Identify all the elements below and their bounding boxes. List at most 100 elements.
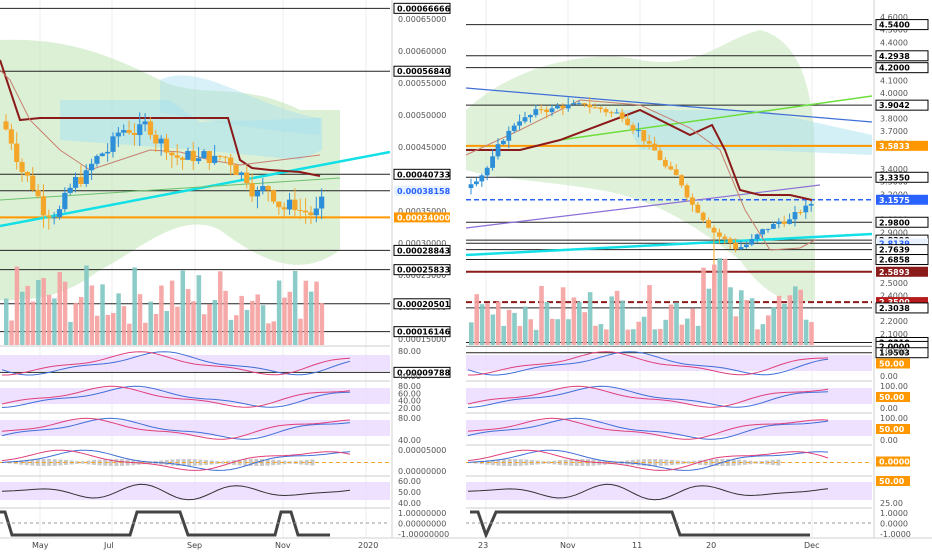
price-label-box-left [394,185,450,196]
candle-body-left [78,177,84,184]
volume-bar-right [560,287,566,345]
candle-body-right [501,140,506,145]
volume-bar-left [78,296,84,345]
volume-bar-left [319,303,325,345]
candle-body-left [244,172,250,184]
macd-histogram-bar [304,459,309,466]
volume-bar-left [57,272,62,345]
volume-bar-right [474,294,479,345]
candle-body-left [313,208,319,216]
volume-bar-left [308,291,314,345]
candle-body-left [297,210,303,212]
candle-body-right [798,212,803,214]
time-tick-left: 2020 [358,541,378,550]
candle-body-right [754,234,760,240]
macd-histogram-bar [664,459,669,466]
candle-body-right [555,105,560,109]
volume-bar-left [20,291,25,345]
volume-bar-left [201,314,207,345]
candle-body-left [147,121,154,135]
volume-bar-left [185,289,191,345]
volume-bar-left [41,278,46,345]
indicator-tick-left: 50.00 [398,488,421,497]
time-tick-right: 11 [632,541,642,550]
price-tick-right: 2.1000 [880,330,908,339]
candle-body-right [690,197,695,205]
indicator-tick-right: -1.0000 [880,530,911,539]
price-label-box-left [393,244,451,256]
volume-bar-right [550,318,555,345]
volume-bar-right [485,303,490,345]
volume-bar-left [132,267,137,345]
candle-body-left [89,163,95,171]
indicator-line-macd [467,449,829,471]
volume-bar-left [228,319,234,345]
volume-bar-left [127,323,132,345]
macd-histogram-bar [114,459,119,466]
indicator-tick-left: 40.00 [398,436,421,445]
price-label-box-left [393,298,451,310]
price-label-right: 2.6858 [879,256,910,265]
volume-bar-right [571,297,577,345]
price-label-left: 0.00020501 [397,300,451,309]
candle-body-right [614,112,620,114]
volume-bar-right [604,329,609,345]
indicator-label-box [876,476,910,486]
volume-bar-left [25,285,30,345]
macd-histogram-bar [686,461,691,464]
candle-body-left [94,156,100,164]
indicator-tick-right: 0.00 [880,404,898,413]
macd-histogram-bar [192,459,197,466]
volume-bar-left [30,301,36,345]
indicator-band-adx [466,482,872,500]
price-label-box-right [875,99,929,111]
candle-body-left [8,129,14,144]
indicator-label-box [876,456,910,467]
macd-histogram-bar [142,460,147,465]
candle-body-right [468,184,474,189]
volume-bar-left [36,279,41,345]
volume-bar-right [533,329,539,345]
indicator-tick-right: 50.00 [879,477,905,486]
candle-body-left [67,187,73,193]
candle-body-right [560,105,566,109]
candle-body-right [668,166,674,170]
candle-body-right [592,107,598,109]
volume-bar-left [244,309,250,345]
candle-body-left [174,155,180,158]
volume-bar-right [722,258,728,345]
volume-bar-left [52,298,57,345]
candle-body-right [700,212,706,221]
volume-bar-right [577,301,582,345]
candle-body-left [308,212,314,216]
macd-histogram-bar [170,459,175,466]
indicator-tick-left: 60.00 [398,389,421,398]
volume-bar-left [250,300,255,345]
volume-bar-left [94,315,100,345]
volume-bar-right [739,290,744,345]
candle-body-right [490,156,495,168]
candle-body-right [738,247,744,250]
ma-line-left [0,177,341,201]
price-label-right: 4.2000 [879,64,910,73]
indicator-tick-right: 100.00 [880,347,908,356]
signal-line [0,510,330,537]
price-label-box-left [393,2,451,14]
macd-histogram-bar [164,459,169,466]
candle-body-right [727,238,733,243]
volume-bar-right [539,285,544,345]
price-label-box-right [876,140,928,151]
volume-bar-left [180,270,186,345]
volume-bar-right [598,323,604,345]
candle-body-right [803,205,809,213]
volume-bar-left [105,314,111,345]
volume-bar-left [298,318,303,345]
indicator-tick-left: -1.00000000 [398,530,449,539]
candle-body-right [587,104,593,108]
indicator-tick-left: 0.00000000 [398,520,446,529]
volume-bar-left [84,265,89,345]
trendline-purple-right [465,184,821,229]
volume-bar-right [701,267,706,345]
